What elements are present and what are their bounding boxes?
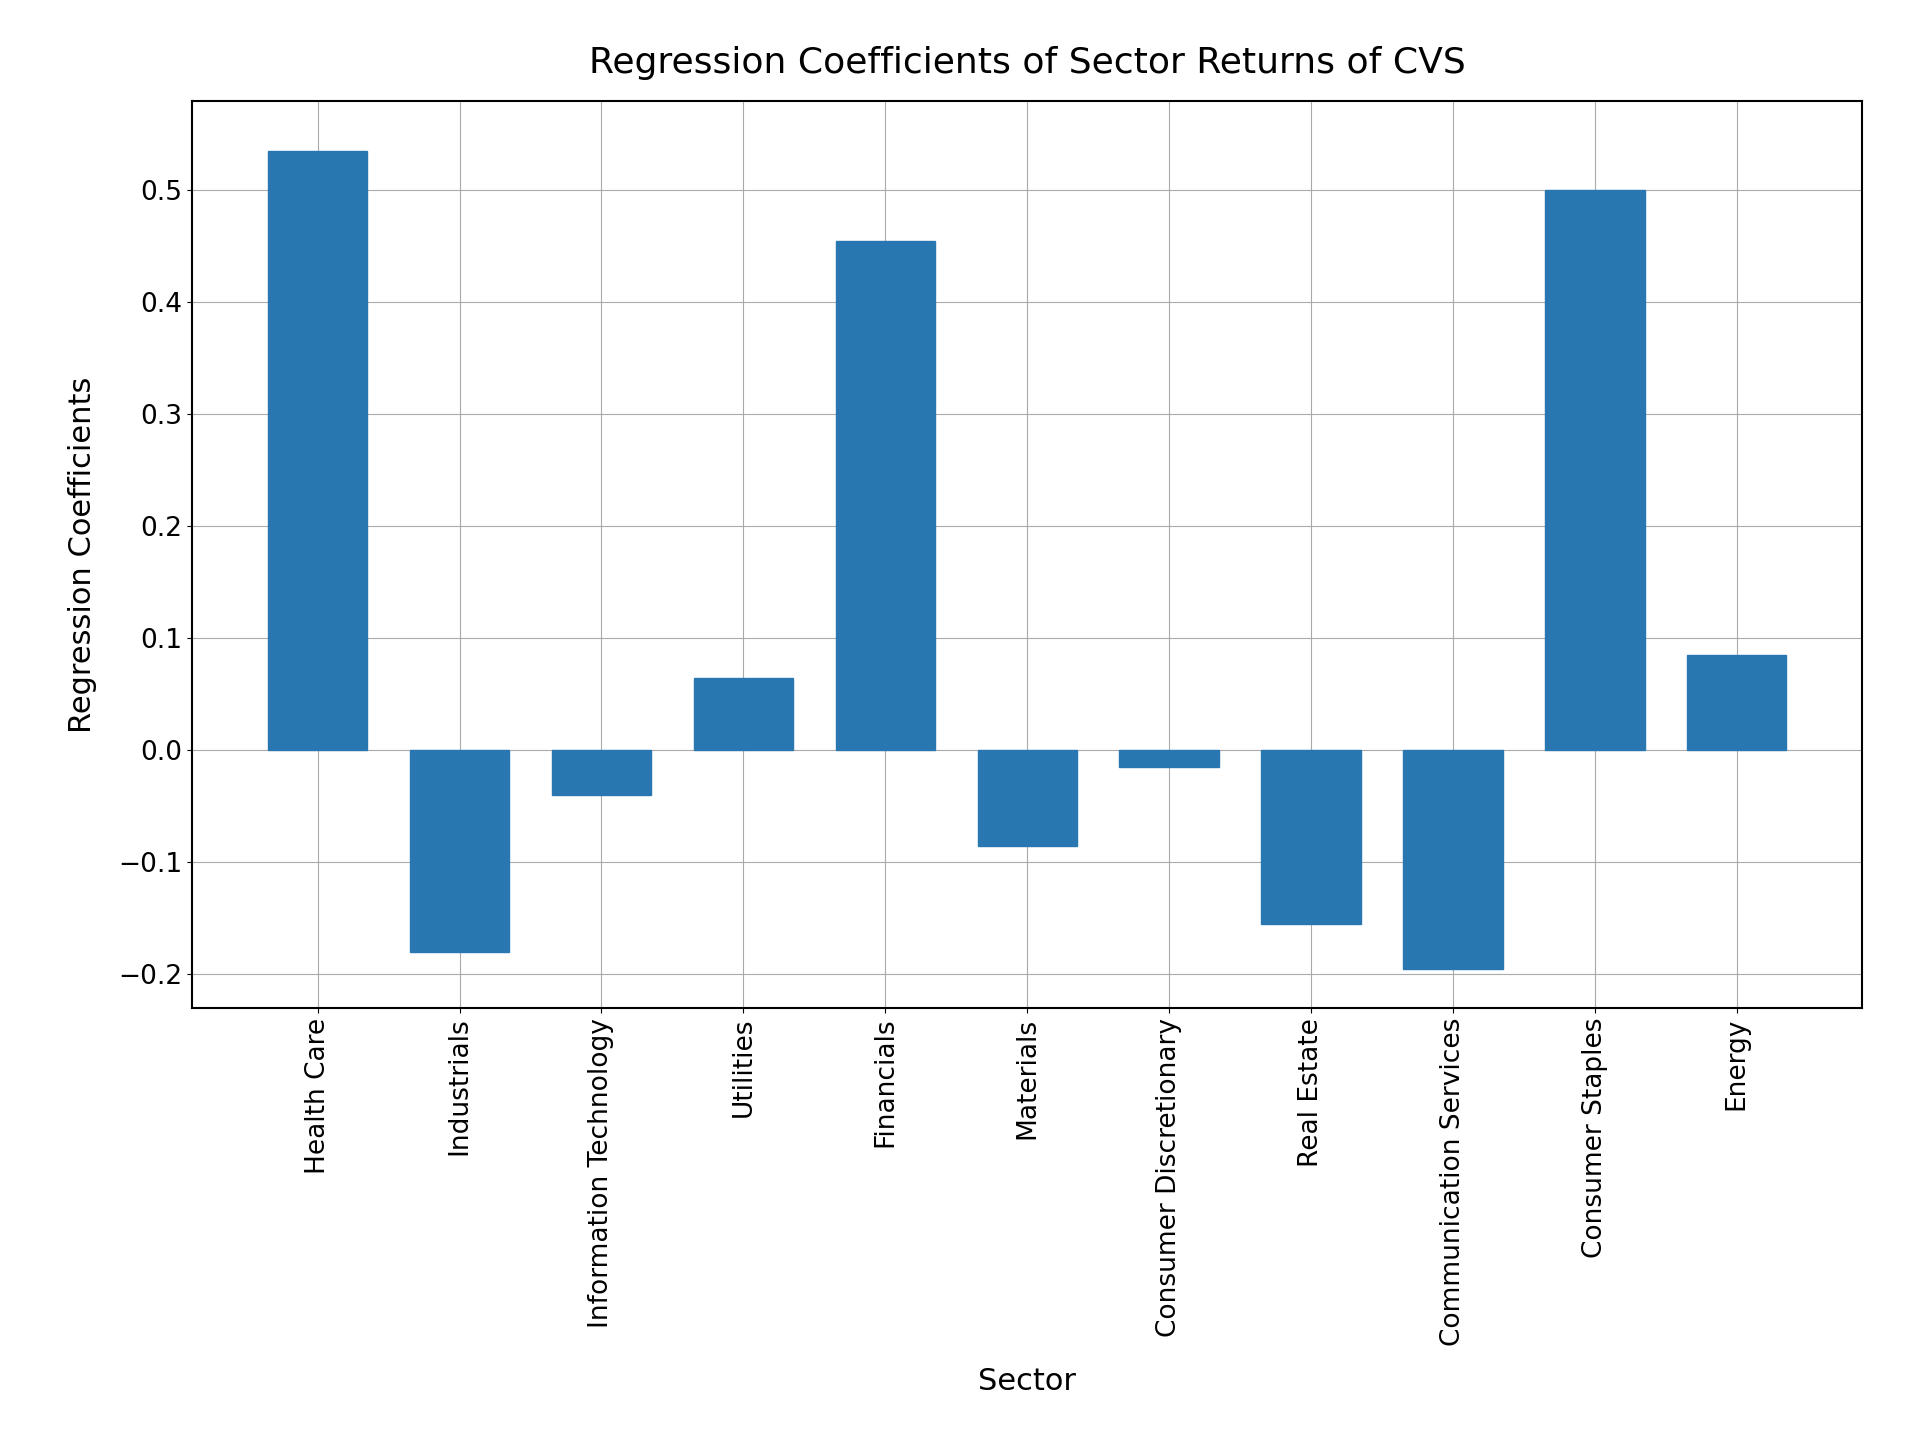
Bar — [693, 678, 793, 750]
X-axis label: Sector: Sector — [977, 1367, 1077, 1395]
Bar — [269, 151, 367, 750]
Bar — [977, 750, 1077, 845]
Bar — [1404, 750, 1503, 969]
Bar — [835, 240, 935, 750]
Y-axis label: Regression Coefficients: Regression Coefficients — [69, 376, 98, 733]
Bar — [1261, 750, 1361, 924]
Bar — [1119, 750, 1219, 768]
Bar — [409, 750, 509, 952]
Bar — [551, 750, 651, 795]
Bar — [1688, 655, 1786, 750]
Title: Regression Coefficients of Sector Returns of CVS: Regression Coefficients of Sector Return… — [589, 46, 1465, 81]
Bar — [1546, 190, 1645, 750]
